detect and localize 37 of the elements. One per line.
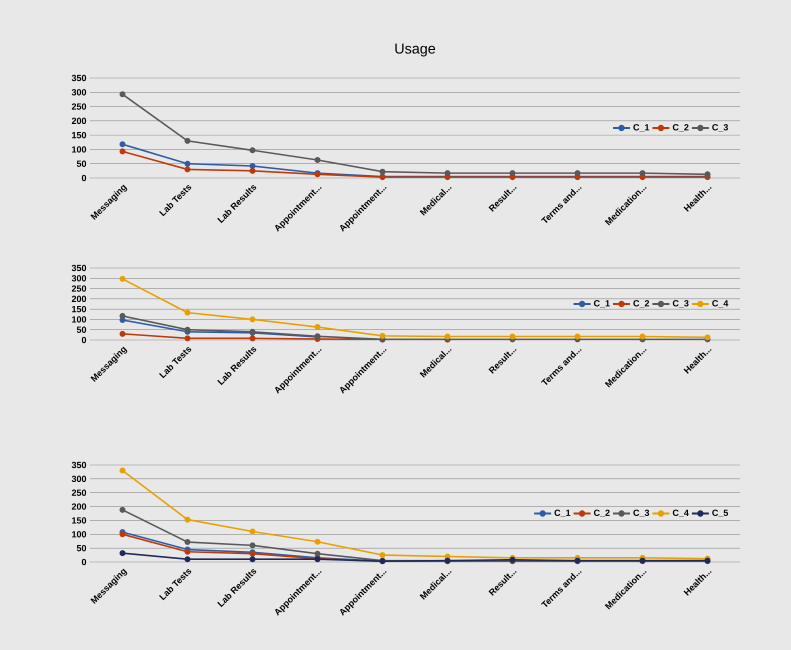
y-tick-label: 0 xyxy=(82,558,86,566)
y-tick-label: 200 xyxy=(72,118,86,124)
legend-label: C_3 xyxy=(712,124,728,132)
y-tick-label: 50 xyxy=(76,326,86,333)
y-tick-label: 250 xyxy=(72,490,86,496)
y-tick-label: 250 xyxy=(72,103,86,110)
chart-title: Usage xyxy=(395,44,436,57)
y-tick-label: 50 xyxy=(76,160,86,167)
legend-label: C_3 xyxy=(672,300,689,308)
y-tick-label: 300 xyxy=(72,476,86,482)
y-tick-label: 100 xyxy=(72,316,86,323)
y-tick-label: 200 xyxy=(72,296,86,302)
y-tick-label: 150 xyxy=(72,132,86,138)
y-tick-label: 100 xyxy=(72,531,86,538)
legend-label: C_2 xyxy=(672,124,689,132)
legend-label: C_3 xyxy=(633,510,650,517)
legend-label: C_1 xyxy=(594,300,610,308)
legend-label: C_4 xyxy=(712,300,728,308)
y-tick-label: 0 xyxy=(82,174,86,182)
y-tick-label: 150 xyxy=(72,306,86,312)
legend-label: C_4 xyxy=(672,510,689,517)
y-tick-label: 0 xyxy=(82,336,86,344)
y-tick-label: 300 xyxy=(72,275,86,282)
y-tick-label: 350 xyxy=(72,74,86,82)
legend-label: C_1 xyxy=(633,124,650,132)
y-tick-label: 200 xyxy=(72,503,86,510)
y-tick-label: 50 xyxy=(76,544,86,552)
legend-label: C_2 xyxy=(633,300,650,308)
legend-label: C_1 xyxy=(554,510,570,517)
legend-label: C_5 xyxy=(712,510,728,517)
legend-label: C_2 xyxy=(594,510,610,517)
y-tick-label: 300 xyxy=(72,89,86,96)
y-tick-label: 100 xyxy=(72,146,86,153)
y-tick-label: 350 xyxy=(72,264,86,272)
y-tick-label: 150 xyxy=(72,517,86,524)
y-tick-label: 350 xyxy=(72,462,86,468)
y-tick-label: 250 xyxy=(72,285,86,292)
